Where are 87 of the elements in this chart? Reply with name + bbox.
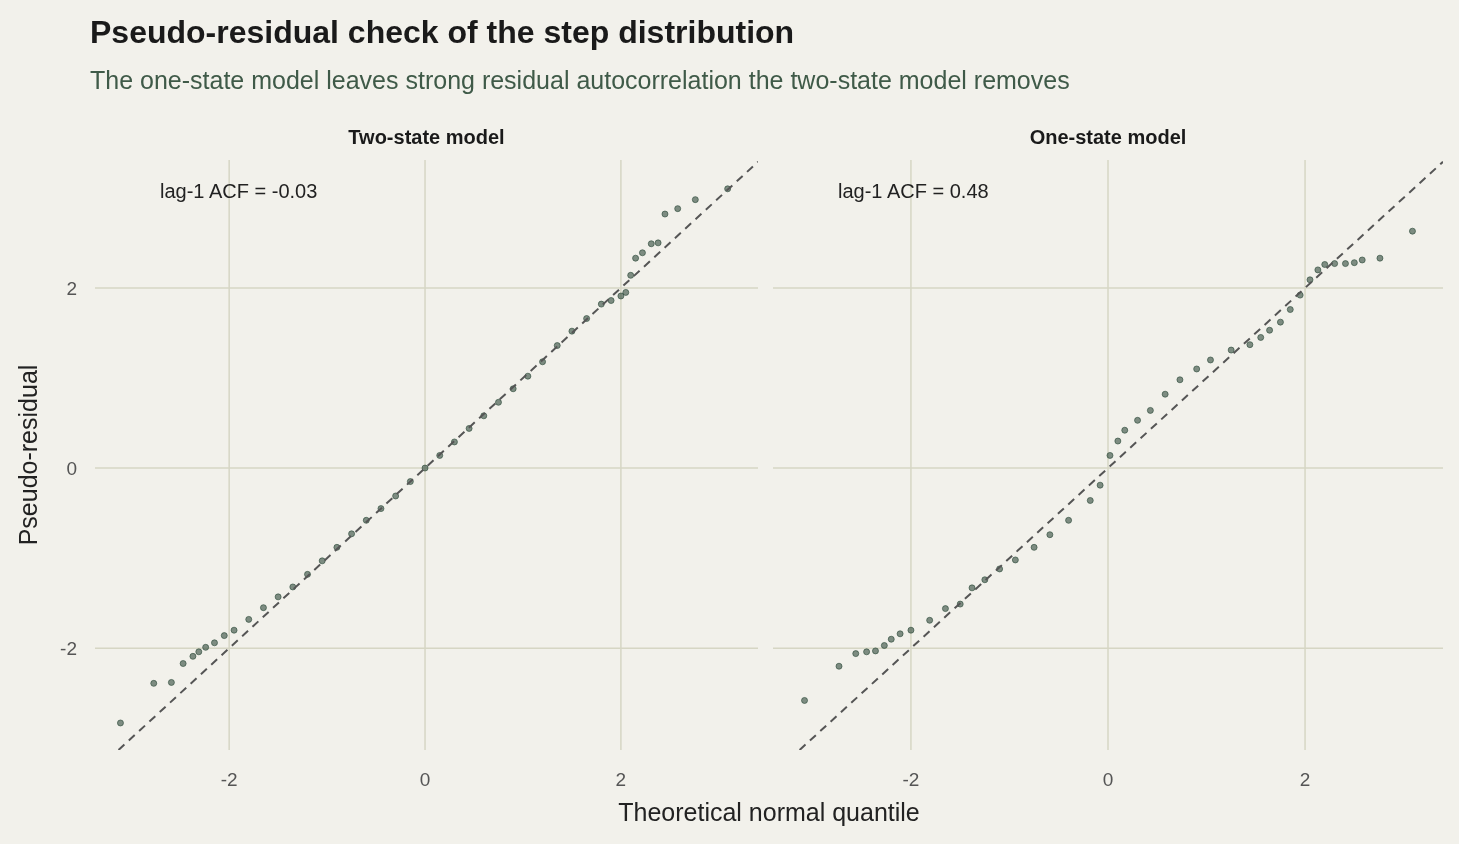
point xyxy=(260,604,267,612)
point xyxy=(211,639,218,647)
point xyxy=(1114,437,1122,445)
point xyxy=(647,240,655,248)
point xyxy=(1086,497,1094,504)
point xyxy=(392,492,400,500)
x-tick-label: 0 xyxy=(1102,769,1114,790)
point xyxy=(896,630,904,638)
point xyxy=(1257,334,1265,341)
point xyxy=(220,632,228,639)
point xyxy=(1121,426,1129,434)
point xyxy=(1350,259,1358,267)
point xyxy=(1321,261,1329,268)
point xyxy=(1331,260,1339,267)
point xyxy=(189,652,197,660)
point xyxy=(202,643,210,651)
y-axis-title: Pseudo-residual xyxy=(14,364,42,546)
y-tick-label: -2 xyxy=(60,638,77,660)
point xyxy=(150,679,158,687)
point xyxy=(1342,260,1349,267)
point xyxy=(1193,365,1201,373)
chart-subtitle: The one-state model leaves strong residual autocorrelation the two-state model removes xyxy=(90,66,1070,94)
point xyxy=(117,719,124,727)
point xyxy=(1314,266,1322,274)
point xyxy=(495,398,502,406)
point xyxy=(167,679,175,686)
annotation: lag-1 ACF = -0.03 xyxy=(160,180,318,202)
point xyxy=(887,635,895,643)
point xyxy=(622,289,630,296)
y-tick-label: 2 xyxy=(66,277,77,299)
point xyxy=(942,605,949,612)
point xyxy=(1096,481,1104,489)
point xyxy=(1277,318,1284,326)
point xyxy=(907,626,915,634)
point xyxy=(1376,254,1384,262)
point xyxy=(1161,390,1169,398)
point xyxy=(674,205,682,213)
point xyxy=(230,626,238,634)
x-tick-label: 2 xyxy=(1299,769,1311,790)
point xyxy=(245,615,253,623)
point xyxy=(835,662,843,670)
point xyxy=(195,648,203,656)
point xyxy=(852,650,860,658)
point xyxy=(1046,531,1054,539)
text: Two-state model xyxy=(348,126,505,148)
point xyxy=(1207,356,1214,364)
point xyxy=(1266,326,1273,334)
point xyxy=(639,249,646,257)
point xyxy=(1011,556,1019,564)
point xyxy=(1146,407,1154,414)
point xyxy=(632,254,639,262)
point xyxy=(179,660,187,667)
point xyxy=(968,584,976,592)
point xyxy=(691,196,699,204)
point xyxy=(661,210,669,218)
text: One-state model xyxy=(1029,126,1187,148)
point xyxy=(1409,227,1416,235)
point xyxy=(1176,376,1184,384)
point xyxy=(654,239,662,247)
point xyxy=(1030,543,1038,551)
point xyxy=(617,292,625,300)
x-tick-label: 0 xyxy=(419,769,431,790)
point xyxy=(607,297,615,304)
point xyxy=(274,593,282,601)
point xyxy=(627,271,635,279)
point xyxy=(1246,341,1254,349)
point xyxy=(863,648,870,656)
point xyxy=(348,530,355,538)
annotation: lag-1 ACF = 0.48 xyxy=(838,180,989,202)
point xyxy=(872,647,879,655)
x-tick-label: -2 xyxy=(220,769,238,790)
point xyxy=(880,642,888,649)
point xyxy=(1286,306,1294,313)
point xyxy=(926,616,934,624)
point xyxy=(421,464,429,472)
point xyxy=(1106,452,1114,459)
x-tick-label: 2 xyxy=(615,769,627,790)
point xyxy=(1134,416,1141,424)
point xyxy=(1227,346,1235,354)
x-tick-label: -2 xyxy=(902,769,920,790)
point xyxy=(801,697,808,704)
y-tick-label: 0 xyxy=(66,458,77,480)
x-axis-title: Theoretical normal quantile xyxy=(618,798,920,826)
point xyxy=(1065,516,1072,524)
point xyxy=(318,557,326,565)
chart-title: Pseudo-residual check of the step distribution xyxy=(90,14,795,50)
point xyxy=(1358,256,1366,264)
